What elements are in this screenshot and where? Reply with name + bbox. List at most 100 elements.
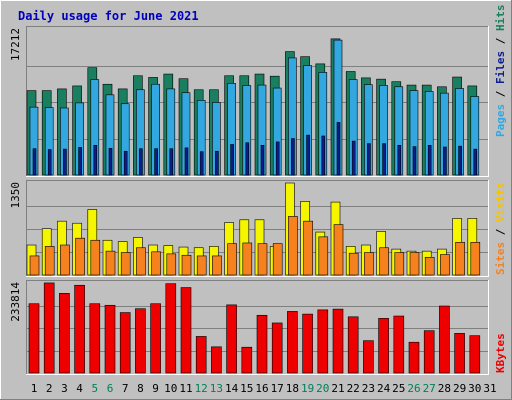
x-tick-label: 16 <box>255 382 268 395</box>
bar-kbytes <box>469 335 481 374</box>
bar-sites <box>333 224 344 276</box>
bar-kbytes <box>317 309 329 374</box>
legend-visits: Sites / Visits <box>494 182 507 275</box>
bar-sites <box>120 252 131 276</box>
bar-pages <box>184 147 189 176</box>
bar-pages <box>32 148 37 176</box>
bar-pages <box>230 144 234 176</box>
x-tick-label: 28 <box>438 382 451 395</box>
bar-sites <box>136 247 146 276</box>
bar-sites <box>212 255 222 276</box>
x-tick-label: 6 <box>107 382 114 395</box>
bar-kbytes <box>408 341 420 374</box>
bar-pages <box>458 145 462 176</box>
panel-kbytes: 233814 KBytes <box>9 280 507 375</box>
bar-pages <box>397 145 402 176</box>
bar-sites <box>105 250 116 276</box>
bar-kbytes <box>119 312 131 374</box>
bar-sites <box>348 252 359 276</box>
bar-kbytes <box>393 315 405 374</box>
bar-sites <box>75 237 85 276</box>
bar-sites <box>288 216 298 276</box>
bar-kbytes <box>363 340 374 374</box>
bar-kbytes <box>241 346 253 374</box>
bar-kbytes <box>180 287 192 374</box>
bar-kbytes <box>226 304 237 374</box>
bar-kbytes <box>43 282 55 374</box>
y-axis-max-label: 1350 <box>9 182 22 209</box>
bar-kbytes <box>135 308 146 374</box>
bar-sites <box>424 256 435 276</box>
legend-entry: Sites <box>494 242 507 275</box>
bar-pages <box>443 146 447 176</box>
bar-pages <box>473 148 478 176</box>
bar-sites <box>227 243 237 276</box>
bar-pages <box>78 147 82 176</box>
bar-sites <box>196 255 207 276</box>
bar-sites <box>303 220 313 276</box>
legend-entry: Visits <box>494 182 507 222</box>
legend-entry: / <box>494 84 507 104</box>
bar-sites <box>318 236 329 276</box>
bar-sites <box>364 252 374 276</box>
x-tick-label: 21 <box>331 382 344 395</box>
bar-pages <box>336 122 341 176</box>
x-axis: 1 2 3 4 5 6 7 8 9 10 11 12 13 14 15 16 17 18 19 20 21 22 23 24 2… <box>31 382 497 395</box>
x-tick-label: 22 <box>347 382 360 395</box>
bar-pages <box>412 146 417 176</box>
bar-sites <box>409 252 420 276</box>
bar-pages <box>47 149 52 176</box>
x-tick-label: 29 <box>453 382 466 395</box>
x-tick-label: 27 <box>423 382 436 395</box>
x-tick-label: 12 <box>195 382 208 395</box>
bar-pages <box>306 134 310 176</box>
bar-sites <box>257 243 268 276</box>
bar-sites <box>29 255 40 276</box>
bar-kbytes <box>211 346 222 374</box>
bar-pages <box>154 148 158 176</box>
bar-sites <box>60 244 70 276</box>
legend-hits: Pages / Files / Hits <box>494 5 507 138</box>
bar-pages <box>93 145 98 176</box>
bar-sites <box>151 251 161 276</box>
bar-pages <box>382 143 386 176</box>
bar-kbytes <box>287 311 298 374</box>
bar-kbytes <box>195 336 207 374</box>
bar-pages <box>139 148 143 176</box>
bar-kbytes <box>423 330 435 374</box>
x-tick-label: 1 <box>31 382 38 395</box>
bar-kbytes <box>332 308 344 374</box>
legend-entry: KBytes <box>494 333 507 373</box>
x-tick-label: 14 <box>225 382 239 395</box>
x-tick-label: 24 <box>377 382 391 395</box>
bar-sites <box>242 242 253 276</box>
bar-pages <box>123 150 128 176</box>
legend-entry: / <box>494 222 507 242</box>
bar-sites <box>455 241 465 276</box>
bar-pages <box>215 150 219 176</box>
bar-pages <box>427 145 432 176</box>
x-tick-label: 3 <box>61 382 68 395</box>
x-tick-label: 11 <box>179 382 192 395</box>
x-tick-label: 10 <box>164 382 177 395</box>
x-tick-label: 15 <box>240 382 253 395</box>
bar-pages <box>169 148 174 176</box>
chart-title: Daily usage for June 2021 <box>18 9 199 23</box>
bar-sites <box>440 254 450 276</box>
bar-kbytes <box>271 322 283 374</box>
x-tick-label: 18 <box>286 382 299 395</box>
bar-kbytes <box>150 303 161 374</box>
panel-hits: 17212 Pages / Files / Hits <box>9 5 507 177</box>
bar-pages <box>108 147 113 176</box>
bar-sites <box>181 254 192 276</box>
bar-sites <box>394 252 405 276</box>
x-tick-label: 13 <box>210 382 223 395</box>
legend-entry: Hits <box>494 5 507 32</box>
bar-pages <box>291 138 295 176</box>
bar-pages <box>275 141 280 176</box>
legend-entry: Pages <box>494 104 507 137</box>
x-tick-label: 7 <box>122 382 129 395</box>
bar-sites <box>90 239 101 276</box>
x-tick-label: 23 <box>362 382 375 395</box>
